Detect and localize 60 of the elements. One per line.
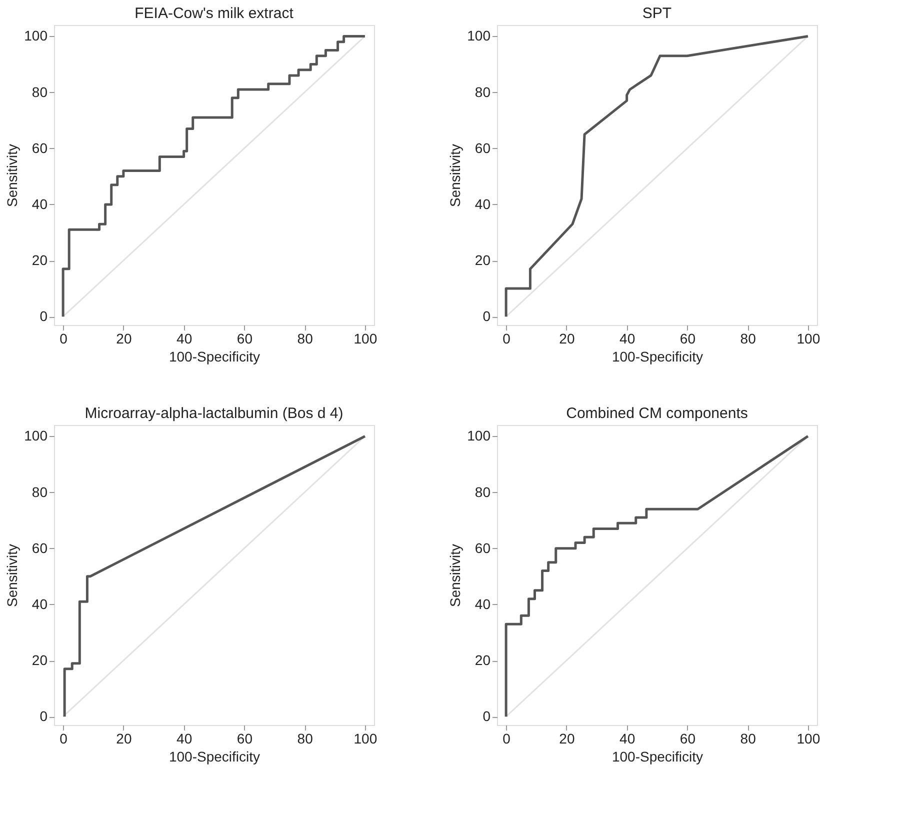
- chart-title: Microarray-alpha-lactalbumin (Bos d 4): [84, 405, 344, 422]
- x-tick-label: 60: [680, 330, 696, 346]
- y-tick-label: 60: [474, 140, 491, 156]
- x-tick-label: 100: [796, 330, 820, 346]
- y-tick-label: 100: [24, 428, 48, 444]
- x-tick-label: 0: [60, 730, 68, 746]
- x-axis-title: 100-Specificity: [612, 748, 704, 764]
- x-tick-label: 0: [502, 330, 511, 346]
- x-tick-label: 80: [297, 330, 314, 346]
- y-tick-label: 80: [32, 84, 48, 100]
- x-tick-label: 60: [236, 730, 253, 746]
- y-tick-label: 80: [474, 84, 491, 100]
- x-tick-label: 20: [559, 330, 575, 346]
- x-axis-title: 100-Specificity: [168, 748, 260, 764]
- y-tick-label: 40: [32, 596, 48, 612]
- x-axis-title: 100-Specificity: [168, 348, 260, 364]
- y-tick-label: 60: [32, 540, 48, 556]
- x-tick-label: 40: [620, 730, 636, 746]
- y-tick-label: 40: [474, 196, 491, 212]
- x-tick-label: 0: [502, 730, 511, 746]
- y-tick-label: 0: [40, 308, 48, 324]
- y-axis-title: Sensitivity: [4, 544, 20, 608]
- y-axis-title: Sensitivity: [4, 144, 20, 208]
- y-axis-title: Sensitivity: [447, 144, 464, 208]
- x-tick-label: 0: [60, 330, 68, 346]
- x-tick-label: 80: [297, 730, 314, 746]
- x-tick-label: 100: [796, 730, 820, 746]
- x-tick-label: 60: [236, 330, 253, 346]
- x-tick-label: 80: [740, 330, 756, 346]
- y-tick-label: 20: [32, 252, 48, 268]
- x-tick-label: 100: [354, 330, 378, 346]
- x-tick-label: 40: [620, 330, 636, 346]
- y-tick-label: 100: [24, 28, 48, 44]
- y-tick-label: 20: [474, 652, 491, 668]
- x-tick-label: 100: [354, 730, 378, 746]
- y-tick-label: 80: [474, 484, 491, 500]
- y-tick-label: 0: [482, 308, 491, 324]
- y-tick-label: 60: [32, 140, 48, 156]
- y-tick-label: 40: [474, 596, 491, 612]
- y-tick-label: 40: [32, 196, 48, 212]
- x-tick-label: 20: [116, 330, 132, 346]
- chart-title: FEIA-Cow's milk extract: [134, 5, 294, 22]
- y-tick-label: 0: [40, 708, 48, 724]
- y-tick-label: 0: [482, 708, 491, 724]
- y-tick-label: 20: [474, 252, 491, 268]
- y-tick-label: 100: [467, 28, 491, 44]
- y-axis-title: Sensitivity: [447, 544, 464, 608]
- y-tick-label: 20: [32, 652, 48, 668]
- x-tick-label: 40: [176, 330, 192, 346]
- x-tick-label: 20: [559, 730, 575, 746]
- x-axis-title: 100-Specificity: [612, 348, 704, 364]
- x-tick-label: 20: [116, 730, 132, 746]
- chart-title: Combined CM components: [566, 405, 748, 422]
- chart-title: SPT: [642, 5, 672, 22]
- y-tick-label: 100: [467, 428, 491, 444]
- x-tick-label: 80: [740, 730, 756, 746]
- x-tick-label: 60: [680, 730, 696, 746]
- y-tick-label: 60: [474, 540, 491, 556]
- x-tick-label: 40: [176, 730, 192, 746]
- y-tick-label: 80: [32, 484, 48, 500]
